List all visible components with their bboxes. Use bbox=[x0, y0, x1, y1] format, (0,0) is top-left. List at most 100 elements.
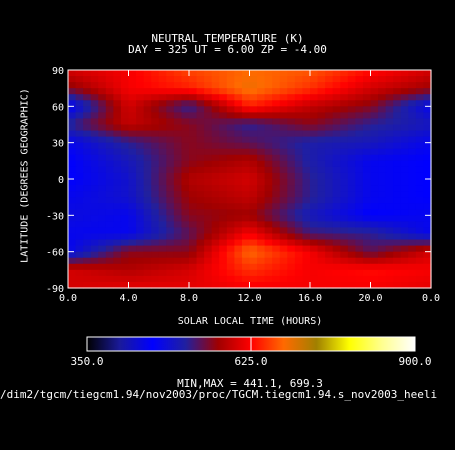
heatmap-cell bbox=[272, 76, 281, 83]
heatmap-cell bbox=[120, 197, 130, 204]
heatmap-cell bbox=[196, 215, 205, 222]
heatmap-cell bbox=[340, 148, 349, 156]
heatmap-cell bbox=[423, 136, 432, 144]
heatmap-cell bbox=[158, 148, 167, 156]
heatmap-cell bbox=[189, 142, 198, 150]
heatmap-cell bbox=[234, 281, 243, 289]
heatmap-cell bbox=[279, 221, 288, 229]
heatmap-cell bbox=[264, 76, 273, 83]
heatmap-cell bbox=[181, 172, 190, 180]
heatmap-cell bbox=[158, 275, 167, 283]
heatmap-cell bbox=[294, 76, 304, 83]
heatmap-cell bbox=[393, 76, 402, 83]
heatmap-cell bbox=[355, 154, 364, 162]
heatmap-cell bbox=[158, 191, 167, 198]
heatmap-cell bbox=[340, 209, 349, 216]
heatmap-cell bbox=[105, 269, 114, 277]
heatmap-cell bbox=[226, 88, 235, 95]
heatmap-cell bbox=[105, 197, 114, 204]
heatmap-cell bbox=[385, 185, 394, 192]
heatmap-cell bbox=[189, 179, 198, 186]
heatmap-cell bbox=[302, 70, 311, 77]
heatmap-cell bbox=[264, 263, 273, 271]
heatmap-cell bbox=[204, 172, 213, 180]
heatmap-cell bbox=[173, 112, 183, 120]
heatmap-cell bbox=[370, 76, 379, 83]
heatmap-cell bbox=[249, 179, 258, 186]
heatmap-cell bbox=[302, 221, 311, 229]
heatmap-cell bbox=[113, 209, 122, 216]
heatmap-cell bbox=[181, 100, 190, 107]
heatmap-cell bbox=[151, 185, 160, 192]
heatmap-cell bbox=[204, 179, 213, 186]
heatmap-cell bbox=[272, 197, 281, 204]
heatmap-cell bbox=[294, 221, 304, 229]
heatmap-cell bbox=[279, 70, 288, 77]
heatmap-cell bbox=[196, 221, 205, 229]
heatmap-cell bbox=[272, 166, 281, 174]
heatmap-cell bbox=[196, 185, 205, 192]
heatmap-cell bbox=[90, 275, 99, 283]
heatmap-cell bbox=[408, 70, 417, 77]
heatmap-cell bbox=[173, 148, 183, 156]
heatmap-cell bbox=[249, 100, 258, 107]
heatmap-cell bbox=[332, 76, 341, 83]
heatmap-cell bbox=[347, 154, 356, 162]
heatmap-cell bbox=[75, 94, 84, 101]
heatmap-cell bbox=[196, 269, 205, 277]
heatmap-cell bbox=[113, 215, 122, 222]
heatmap-cell bbox=[158, 209, 167, 216]
heatmap-cell bbox=[294, 94, 304, 101]
heatmap-cell bbox=[370, 166, 379, 174]
heatmap-cell bbox=[151, 70, 160, 77]
heatmap-cell bbox=[196, 142, 205, 150]
heatmap-cell bbox=[257, 215, 266, 222]
heatmap-cell bbox=[415, 76, 425, 83]
heatmap-cell bbox=[400, 269, 409, 277]
heatmap-cell bbox=[128, 185, 137, 192]
heatmap-cell bbox=[415, 154, 425, 162]
heatmap-cell bbox=[400, 112, 409, 120]
heatmap-cell bbox=[166, 154, 175, 162]
heatmap-cell bbox=[355, 233, 364, 241]
heatmap-cell bbox=[181, 263, 190, 271]
heatmap-cell bbox=[151, 221, 160, 229]
heatmap-cell bbox=[166, 185, 175, 192]
heatmap-cell bbox=[136, 269, 145, 277]
heatmap-cell bbox=[68, 106, 77, 113]
heatmap-cell bbox=[68, 118, 77, 126]
heatmap-cell bbox=[400, 275, 409, 283]
heatmap-cell bbox=[166, 118, 175, 126]
heatmap-cell bbox=[128, 70, 137, 77]
heatmap-cell bbox=[294, 245, 304, 253]
heatmap-cell bbox=[393, 185, 402, 192]
heatmap-cell bbox=[408, 82, 417, 89]
heatmap-cell bbox=[211, 82, 220, 89]
heatmap-cell bbox=[302, 233, 311, 241]
heatmap-cell bbox=[302, 130, 311, 138]
heatmap-cell bbox=[83, 281, 92, 289]
heatmap-cell bbox=[113, 233, 122, 241]
heatmap-cell bbox=[393, 124, 402, 132]
heatmap-cell bbox=[393, 233, 402, 241]
heatmap-cell bbox=[408, 215, 417, 222]
heatmap-cell bbox=[347, 118, 356, 126]
heatmap-cell bbox=[272, 209, 281, 216]
heatmap-cell bbox=[287, 124, 296, 132]
heatmap-cell bbox=[68, 136, 77, 144]
heatmap-cell bbox=[173, 130, 183, 138]
heatmap-cell bbox=[158, 251, 167, 259]
heatmap-cell bbox=[113, 106, 122, 113]
heatmap-cell bbox=[166, 100, 175, 107]
heatmap-cell bbox=[279, 136, 288, 144]
heatmap-cell bbox=[83, 118, 92, 126]
heatmap-cell bbox=[287, 233, 296, 241]
heatmap-cell bbox=[204, 233, 213, 241]
heatmap-cell bbox=[219, 130, 228, 138]
heatmap-cell bbox=[317, 136, 326, 144]
heatmap-cell bbox=[204, 70, 213, 77]
heatmap-cell bbox=[234, 275, 243, 283]
heatmap-cell bbox=[400, 233, 409, 241]
heatmap-cell bbox=[347, 94, 356, 101]
heatmap-cell bbox=[68, 191, 77, 198]
